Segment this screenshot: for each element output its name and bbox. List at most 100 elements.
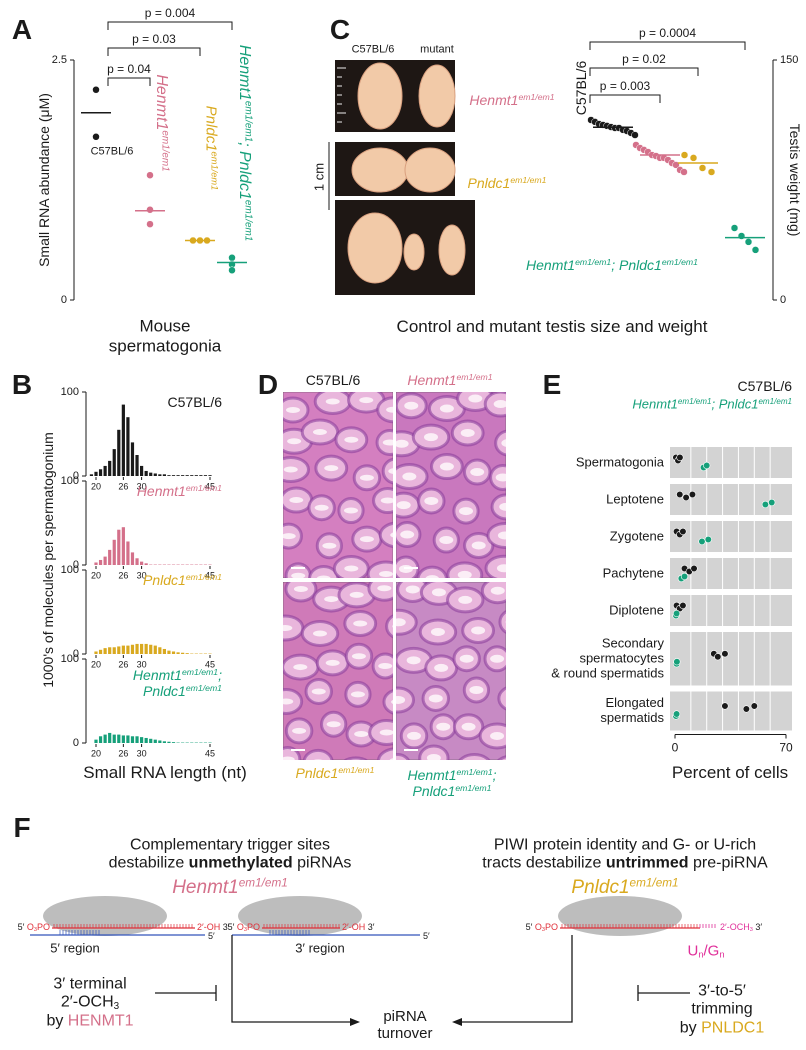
five-prime-end: 5′ O3PO xyxy=(526,922,558,933)
three-prime-end: 2′-OCH3 3′ xyxy=(720,921,762,934)
lumen xyxy=(283,625,293,632)
text-segment: em1/em1 xyxy=(629,876,679,890)
data-point xyxy=(707,168,716,176)
text-segment: C57BL/6 xyxy=(737,377,792,394)
panel-label: E xyxy=(542,368,562,400)
bar xyxy=(144,563,148,565)
data-point xyxy=(750,702,758,710)
data-point xyxy=(730,224,739,232)
bar xyxy=(130,736,135,743)
lumen xyxy=(283,533,296,540)
bar xyxy=(94,471,98,476)
text-segment: untrimmed xyxy=(605,855,689,872)
text-segment: em1/em1 xyxy=(455,783,492,794)
x-axis-label: Mouse spermatogonia xyxy=(108,316,222,355)
text-segment: Henmt1 xyxy=(136,482,186,499)
bar xyxy=(190,475,194,476)
lumen xyxy=(471,541,486,550)
bar xyxy=(135,558,139,565)
lumen xyxy=(471,626,486,635)
text-segment: 3 xyxy=(749,927,753,934)
x-tick-label: 20 xyxy=(91,481,101,491)
lumen xyxy=(505,620,506,624)
x-tick-label: 45 xyxy=(205,481,215,491)
text-segment: em1/em1 xyxy=(575,257,612,268)
bar xyxy=(117,646,121,654)
data-point xyxy=(673,658,681,666)
lumen xyxy=(396,618,406,627)
tubule xyxy=(396,608,418,636)
lumen xyxy=(353,620,368,627)
lumen xyxy=(283,756,295,760)
tubule xyxy=(418,744,450,760)
lumen xyxy=(424,496,439,505)
lumen xyxy=(400,530,415,539)
p-value: p = 0.004 xyxy=(144,6,196,21)
legend-entry: C57BL/6 xyxy=(738,378,792,394)
bar xyxy=(149,644,153,654)
testis xyxy=(438,224,466,276)
y-tick-label: 0 xyxy=(73,737,79,749)
text-segment: Pnldc1 xyxy=(467,174,511,191)
text-segment: em1/em1 xyxy=(338,765,375,776)
bar xyxy=(194,475,198,476)
lumen xyxy=(377,585,392,592)
bar xyxy=(171,651,176,654)
text-segment: /G xyxy=(703,942,720,960)
lumen xyxy=(457,570,472,578)
series-label: Pnldc1em1/em1 xyxy=(143,572,222,588)
lumen xyxy=(311,688,326,695)
text-segment: ; Pnldc1 xyxy=(412,766,497,799)
lumen xyxy=(324,596,339,603)
y-tick-label: 0 xyxy=(73,559,79,571)
series-label: Henmt1em1/em1; Pnldc1em1/em1 xyxy=(526,257,698,273)
text-segment: 3 xyxy=(243,927,247,934)
bar xyxy=(98,649,103,654)
data-point xyxy=(761,500,769,509)
bar xyxy=(135,455,139,476)
data-point xyxy=(768,498,776,507)
row-band xyxy=(670,691,792,731)
bar xyxy=(94,651,98,654)
series-label: Henmt1em1/em1 xyxy=(137,483,222,499)
lumen xyxy=(461,722,476,731)
lumen xyxy=(390,532,393,538)
y-tick-label: 2.5 xyxy=(52,54,67,66)
lumen xyxy=(326,721,341,728)
five-prime-end: 5′ O3PO xyxy=(228,921,260,934)
bar xyxy=(130,442,135,476)
text-segment: em1/em1 xyxy=(510,175,547,186)
text-segment: 3 xyxy=(33,927,37,934)
row-band xyxy=(670,632,792,686)
lumen xyxy=(283,466,298,473)
lumen xyxy=(359,474,374,481)
text-segment: 2′-OH xyxy=(197,921,221,932)
testis xyxy=(351,147,409,193)
testis xyxy=(404,147,456,193)
bar xyxy=(181,652,185,654)
text-segment: O xyxy=(236,921,244,932)
piwi-protein xyxy=(558,896,682,936)
bar xyxy=(171,742,176,743)
text-segment: 3′ terminal 2′-OCH xyxy=(53,975,127,1011)
text-segment: C57BL/6 xyxy=(572,60,589,116)
tubule xyxy=(496,755,506,760)
data-point xyxy=(680,151,689,159)
lumen xyxy=(434,663,449,672)
lumen xyxy=(344,507,359,514)
data-point xyxy=(704,535,712,544)
x-axis-label: Percent of cells xyxy=(671,763,789,783)
series-label: Pnldc1em1/em1 xyxy=(468,175,547,191)
bar xyxy=(176,475,180,476)
arrow xyxy=(462,935,573,1023)
text-segment: em1/em1 xyxy=(242,100,254,143)
tubule xyxy=(381,457,393,485)
series-label: C57BL/6 xyxy=(168,394,222,410)
lumen xyxy=(439,404,454,413)
text-segment: 2′-OCH xyxy=(720,921,750,932)
bar xyxy=(181,475,185,476)
x-tick-label: 20 xyxy=(91,748,101,758)
bar xyxy=(203,475,208,476)
panel-label: F xyxy=(13,811,31,843)
lumen xyxy=(490,654,505,663)
